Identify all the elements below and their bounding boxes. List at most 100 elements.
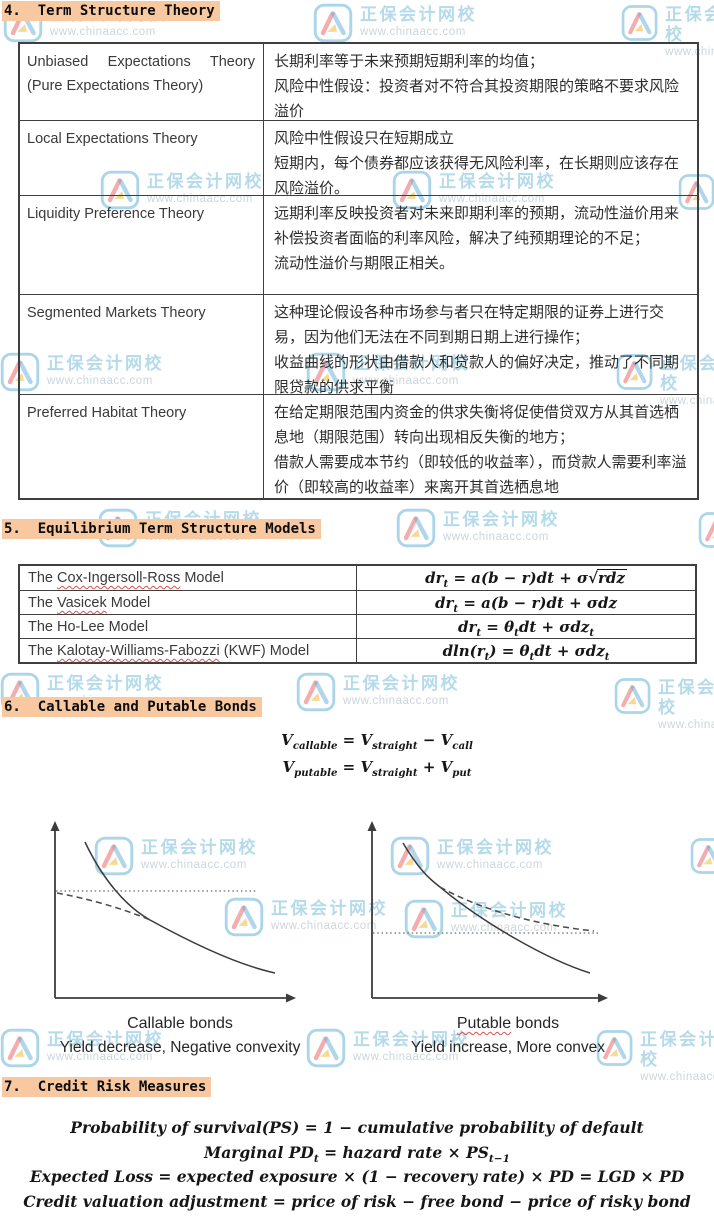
watermark-url: www.chinaacc.com — [443, 531, 549, 543]
theory-desc-cell: 长期利率等于未来预期短期利率的均值； 风险中性假设：投资者对不符合其投资期限的策… — [264, 44, 697, 120]
putable-chart-label: Putable bonds Yield increase, More conve… — [358, 1012, 658, 1060]
watermark-text: 正保会计网校 www.chinaacc.com — [343, 672, 460, 709]
watermark-url: www.chinaacc.com — [343, 695, 449, 707]
watermark-text: 正保会计网校 www.chinaacc.com — [443, 508, 560, 545]
model-name-misspelled: Kalotay-Williams-Fabozzi — [57, 643, 220, 659]
watermark: 正保会计网校 www.chinaacc.com — [614, 676, 714, 733]
chart-title-misspelled: Putable — [456, 1015, 512, 1032]
equilibrium-models-table: The Cox-Ingersoll-Ross Model drt = a(b −… — [18, 564, 697, 664]
table-row: Unbiased Expectations Theory (Pure Expec… — [20, 44, 697, 120]
chinaacc-logo-icon — [313, 3, 353, 43]
model-name-cell: The Ho-Lee Model — [20, 615, 357, 638]
model-formula: drt = θtdt + σdzt — [457, 618, 595, 639]
watermark-brand: 正保会计网校 — [665, 5, 714, 44]
model-name-misspelled: Vasicek — [57, 595, 107, 611]
desc-paragraph: 短期内，每个债券都应该获得无风险利率，在长期则应该存在风险溢价。 — [274, 155, 680, 197]
section-title-term-structure-theory: 4. Term Structure Theory — [2, 1, 220, 21]
watermark: 正保会计网校 www.chinaacc.com — [698, 510, 714, 567]
model-formula: drt = a(b − r)dt + σdz — [435, 594, 617, 615]
chart-title: Callable bonds — [40, 1012, 320, 1036]
watermark-brand: 正保会计网校 — [658, 678, 714, 717]
theory-name-line: Preferred Habitat Theory — [27, 405, 187, 421]
credit-risk-formulas: Probability of survival(PS) = 1 − cumula… — [0, 1116, 714, 1214]
watermark: 正保会计网校 www.chinaacc.com — [296, 672, 460, 712]
term-structure-theory-table: Unbiased Expectations Theory (Pure Expec… — [18, 42, 699, 500]
chart-title: Putable bonds — [358, 1012, 658, 1036]
section-title-credit-risk-measures: 7. Credit Risk Measures — [2, 1077, 212, 1097]
watermark-brand: 正保会计网校 — [443, 510, 560, 529]
chinaacc-logo-icon — [698, 512, 714, 548]
watermark: 正保会计网校 www.chinaacc.com — [396, 508, 560, 548]
chinaacc-logo-icon — [396, 508, 436, 548]
model-formula: dln(rt) = θtdt + σdzt — [442, 642, 610, 663]
watermark-brand: 正保会计网校 — [343, 674, 460, 693]
desc-paragraph: 风险中性假设只在短期成立 — [274, 130, 455, 147]
theory-name-cell: Preferred Habitat Theory — [20, 395, 264, 498]
model-name-cell: The Vasicek Model — [20, 591, 357, 614]
model-name-text: The — [28, 595, 58, 611]
theory-name-cell: Liquidity Preference Theory — [20, 196, 264, 294]
section-title-equilibrium-models: 5. Equilibrium Term Structure Models — [2, 519, 321, 539]
table-row: The Ho-Lee Model drt = θtdt + σdzt — [20, 614, 695, 638]
desc-paragraph: 长期利率等于未来预期短期利率的均值； — [274, 53, 545, 70]
y-axis-arrow-icon — [50, 821, 60, 831]
model-name-text: The Ho-Lee Model — [28, 619, 149, 635]
model-name-misspelled: Cox-Ingersoll-Ross — [57, 570, 181, 586]
theory-name-line: Unbiased Expectations Theory — [27, 54, 255, 70]
model-formula: drt = a(b − r)dt + σ√rdz — [425, 569, 627, 590]
watermark-brand: 正保会计网校 — [47, 674, 164, 693]
desc-paragraph: 在给定期限范围内资金的供求失衡将促使借贷双方从其首选栖息地（期限范围）转向出现相… — [274, 404, 680, 446]
putable-bond-dashed-curve — [439, 886, 595, 932]
straight-bond-curve — [84, 841, 276, 974]
model-name-text: (KWF) Model — [219, 643, 310, 659]
desc-paragraph: 远期利率反映投资者对未来即期利率的预期，流动性溢价用来补偿投资者面临的利率风险，… — [274, 205, 680, 247]
desc-paragraph: 流动性溢价与期限正相关。 — [274, 255, 455, 272]
theory-name-line: (Pure Expectations Theory) — [27, 78, 204, 94]
chinaacc-logo-icon — [621, 5, 658, 41]
desc-paragraph: 借款人需要成本节约（即较低的收益率），而贷款人需要利率溢价（即较高的收益率）来离… — [274, 454, 687, 496]
watermark-url: www.chinaacc.com — [50, 26, 156, 38]
table-row: Liquidity Preference Theory 远期利率反映投资者对未来… — [20, 195, 697, 294]
theory-desc-cell: 远期利率反映投资者对未来即期利率的预期，流动性溢价用来补偿投资者面临的利率风险，… — [264, 196, 697, 294]
chinaacc-logo-icon — [690, 838, 714, 874]
table-row: Segmented Markets Theory 这种理论假设各种市场参与者只在… — [20, 294, 697, 396]
chart-title-text: bonds — [511, 1015, 560, 1032]
straight-bond-curve — [402, 842, 591, 974]
chinaacc-logo-icon — [0, 1028, 40, 1068]
desc-paragraph: 这种理论假设各种市场参与者只在特定期限的证券上进行交易，因为他们无法在不同到期日… — [274, 304, 665, 346]
bond-value-formulas: Vcallable = Vstraight − Vcall Vputable =… — [40, 727, 714, 781]
theory-name-cell: Local Expectations Theory — [20, 121, 264, 195]
model-name-text: The — [28, 643, 58, 659]
chinaacc-logo-icon — [296, 672, 336, 712]
theory-desc-cell: 在给定期限范围内资金的供求失衡将促使借贷双方从其首选栖息地（期限范围）转向出现相… — [264, 395, 697, 498]
model-name-cell: The Kalotay-Williams-Fabozzi (KWF) Model — [20, 639, 357, 662]
table-row: Local Expectations Theory 风险中性假设只在短期成立 短… — [20, 120, 697, 197]
probability-of-survival-formula: Probability of survival(PS) = 1 − cumula… — [70, 1118, 644, 1137]
watermark-text: 正保会计网校 www.chinaacc.com — [360, 3, 477, 40]
desc-paragraph: 收益曲线的形状由借款人和贷款人的偏好决定，推动了不同期限贷款的供求平衡 — [274, 354, 680, 396]
model-name-text: The — [28, 570, 58, 586]
model-name-text: Model — [180, 570, 224, 586]
credit-valuation-adjustment-formula: Credit valuation adjustment = price of r… — [23, 1191, 691, 1211]
section-title-callable-putable-bonds: 6. Callable and Putable Bonds — [2, 697, 262, 717]
y-axis-arrow-icon — [367, 821, 377, 831]
watermark: 正保会计网校 www.chinaacc.com — [313, 3, 477, 43]
theory-name-line: Segmented Markets Theory — [27, 305, 206, 321]
table-row: The Vasicek Model drt = a(b − r)dt + σdz — [20, 590, 695, 614]
theory-name-cell: Segmented Markets Theory — [20, 295, 264, 394]
watermark-brand: 正保会计网校 — [360, 5, 477, 24]
callable-value-formula: Vcallable = Vstraight − Vcall — [281, 731, 473, 752]
chinaacc-logo-icon — [614, 678, 651, 714]
callable-chart-label: Callable bonds Yield decrease, Negative … — [40, 1012, 320, 1060]
chart-title-text: Callable bonds — [127, 1015, 233, 1032]
table-row: The Cox-Ingersoll-Ross Model drt = a(b −… — [20, 566, 695, 590]
chart-caption: Yield increase, More convex — [410, 1039, 606, 1056]
theory-name-line: Liquidity Preference Theory — [27, 206, 205, 222]
theory-name-line: Local Expectations Theory — [27, 131, 198, 147]
watermark-text: 正保会计网校 www.chinaacc.com — [658, 676, 714, 733]
chart-caption: Yield decrease, Negative convexity — [59, 1039, 301, 1056]
theory-name-cell: Unbiased Expectations Theory (Pure Expec… — [20, 44, 264, 120]
theory-desc-cell: 风险中性假设只在短期成立 短期内，每个债券都应该获得无风险利率，在长期则应该存在… — [264, 121, 697, 197]
x-axis-arrow-icon — [598, 993, 608, 1003]
